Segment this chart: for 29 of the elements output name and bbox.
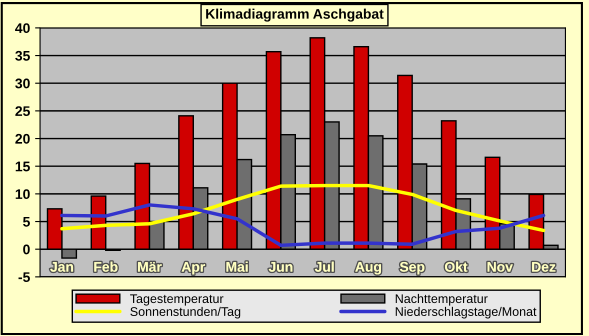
legend-label: Tagestemperatur [130,294,224,306]
y-tick-label: 20 [15,134,30,144]
x-tick-label: Mär [138,262,162,272]
y-tick-label: 5 [23,217,30,227]
y-tick-label: 0 [23,244,30,254]
y-tick-label: -5 [18,272,30,282]
x-tick-label: Nov [488,262,513,272]
legend-label: Sonnenstunden/Tag [130,306,240,318]
x-tick-label: Jan [50,262,74,272]
y-tick-label: 10 [16,189,30,200]
legend-label: Nachttemperatur [396,294,488,306]
y-tick-label: 15 [16,162,30,172]
x-tick-label: Mai [226,262,248,272]
line-series [60,184,546,232]
x-tick-label: Dez [532,262,556,272]
x-tick-label: Apr [182,262,206,275]
x-tick-label: Aug [355,262,381,275]
legend-label: Niederschlagstage/Monat [396,306,536,318]
x-tick-label: Jun [268,262,292,272]
y-tick-label: 25 [15,106,30,116]
x-tick-label: Okt [444,262,468,272]
y-tick-label: 30 [15,78,30,88]
line-series [60,203,546,248]
x-tick-label: Sep [400,262,424,275]
x-tick-label: Jul [314,262,334,272]
y-tick-label: 35 [15,50,30,61]
x-tick-label: Feb [94,262,118,272]
chart-title: Klimadiagramm Aschgabat [206,8,384,22]
y-tick-label: 40 [15,23,30,34]
